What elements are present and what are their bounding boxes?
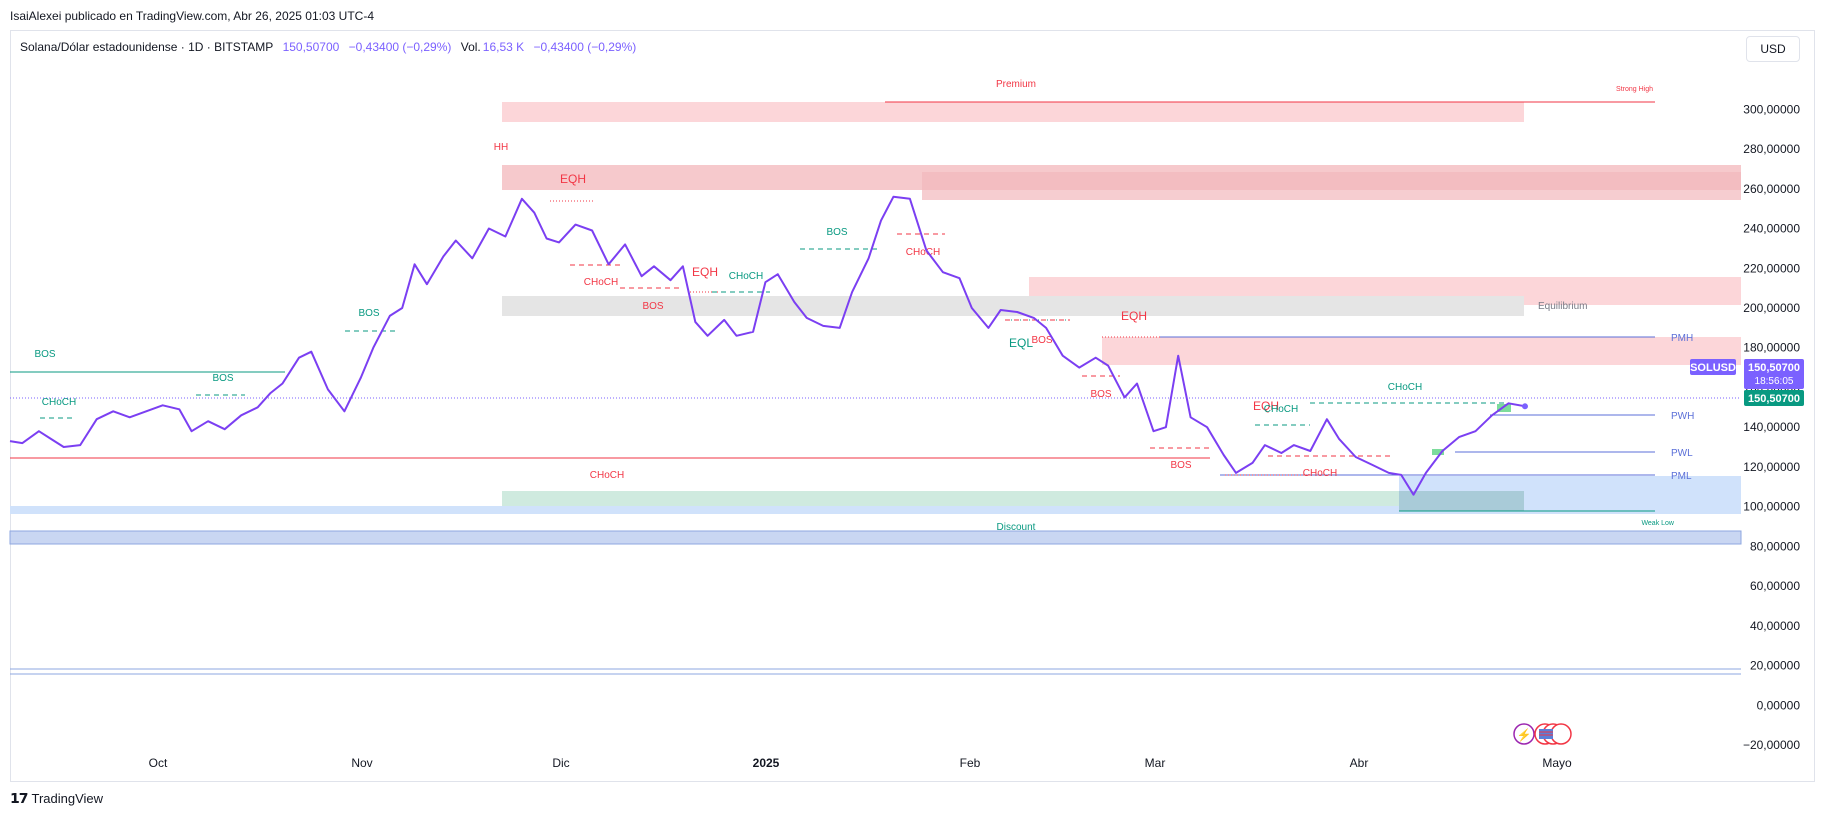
symbol-legend: Solana/Dólar estadounidense · 1D · BITST… (20, 40, 642, 54)
volume-value: 16,53 K (482, 40, 525, 54)
volume-label: Vol. (460, 40, 481, 54)
currency-button[interactable]: USD (1746, 36, 1800, 62)
chart-frame (10, 30, 1815, 782)
brand-name: TradingView (31, 791, 104, 806)
publisher-line: IsaiAlexei publicado en TradingView.com,… (10, 9, 374, 23)
footer-brand[interactable]: 𝟭𝟳 TradingView (10, 790, 103, 807)
price-change: −0,43400 (−0,29%) (348, 40, 452, 54)
volume-change: −0,43400 (−0,29%) (533, 40, 637, 54)
tradingview-logo-icon: 𝟭𝟳 (10, 790, 29, 806)
symbol-name[interactable]: Solana/Dólar estadounidense · 1D · BITST… (20, 40, 274, 54)
last-price: 150,50700 (282, 40, 340, 54)
